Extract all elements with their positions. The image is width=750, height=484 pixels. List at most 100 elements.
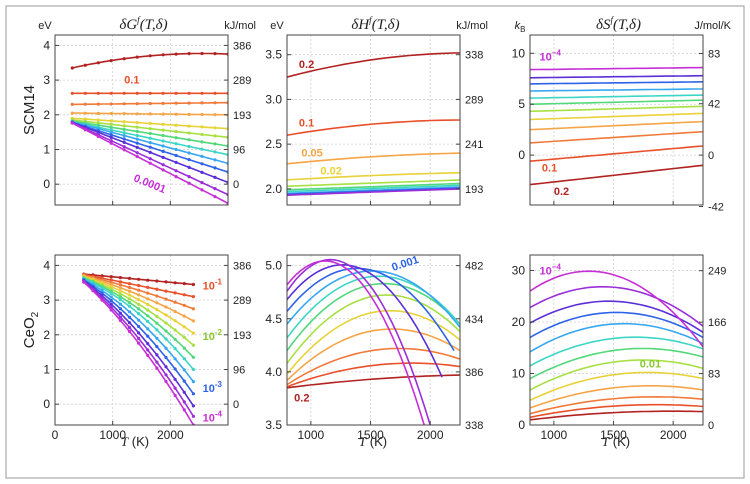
data-point xyxy=(200,51,204,56)
right-tick-label: 193 xyxy=(233,330,251,342)
curve-annotation: 0.1 xyxy=(124,75,139,87)
data-point xyxy=(70,91,74,95)
data-point xyxy=(161,112,165,116)
x-tick-label: 1000 xyxy=(541,428,568,442)
data-point xyxy=(137,341,141,345)
data-point xyxy=(213,91,217,95)
data-point xyxy=(146,291,150,295)
series-line-4 xyxy=(530,371,703,402)
data-point xyxy=(148,131,152,136)
data-point xyxy=(122,120,126,124)
data-point xyxy=(83,102,87,106)
data-point xyxy=(213,195,217,199)
series-line-5 xyxy=(530,359,703,391)
curve-annotation: 10−4 xyxy=(540,263,562,278)
data-point xyxy=(70,102,74,106)
panel-p2: 2.0 2.5 3.0 3.5 193 241 289 338 δHf(T,δ) eV kJ/mol… xyxy=(265,15,488,206)
data-point xyxy=(91,289,95,293)
data-point xyxy=(70,111,74,115)
x-tick-label: 1500 xyxy=(600,428,627,442)
data-point xyxy=(173,393,177,397)
right-tick-label: 0 xyxy=(233,179,239,191)
data-point xyxy=(109,141,113,145)
curve-annotation: 0.1 xyxy=(299,117,314,129)
data-point xyxy=(155,279,159,283)
data-point xyxy=(164,289,168,293)
data-point xyxy=(122,91,126,95)
data-point xyxy=(109,308,113,312)
series-line-5 xyxy=(530,105,703,113)
data-point xyxy=(100,291,104,295)
right-unit-label: kJ/mol xyxy=(224,20,256,32)
plot-area xyxy=(55,35,228,205)
data-point xyxy=(200,147,204,151)
data-point xyxy=(173,377,177,381)
right-tick-label: 83 xyxy=(708,369,720,381)
x-tick-label: 0 xyxy=(52,428,59,442)
data-point xyxy=(109,295,113,299)
left-unit-label: eV xyxy=(270,20,284,32)
data-point xyxy=(148,112,152,116)
y-tick-label: 4.0 xyxy=(265,365,282,379)
curve-annotation: 10-2 xyxy=(203,328,223,343)
data-point xyxy=(191,331,195,335)
data-point xyxy=(137,324,141,329)
data-point xyxy=(191,295,195,299)
data-point xyxy=(109,302,113,306)
right-tick-label: 83 xyxy=(708,49,720,61)
series-line-12 xyxy=(530,270,703,348)
data-point xyxy=(148,127,152,131)
data-point xyxy=(118,292,122,296)
curve-annotation: 0.02 xyxy=(320,166,341,178)
data-point xyxy=(187,101,191,105)
data-point xyxy=(135,141,139,145)
y-tick-label: 1 xyxy=(43,362,50,376)
series-line-10 xyxy=(287,263,443,378)
plot-frame xyxy=(286,254,461,426)
data-point xyxy=(109,280,113,284)
y-tick-label: 2 xyxy=(43,328,50,342)
data-point xyxy=(109,291,113,296)
curve-annotation: 0.05 xyxy=(301,148,322,160)
data-point xyxy=(191,414,195,418)
data-point xyxy=(109,285,113,289)
curve-annotation: 10-1 xyxy=(203,278,223,293)
data-point xyxy=(83,91,87,95)
left-unit-label: kB xyxy=(515,20,526,34)
data-point xyxy=(109,130,113,134)
y-tick-label: 2.0 xyxy=(265,182,282,196)
y-tick-label: 3.5 xyxy=(265,418,282,432)
data-point xyxy=(146,314,150,318)
data-point xyxy=(164,379,168,384)
data-point xyxy=(96,61,100,65)
x-axis-title-col3: T (K) xyxy=(602,434,630,449)
curve-annotation: 10-3 xyxy=(203,380,223,395)
data-point xyxy=(148,157,152,161)
data-point xyxy=(187,151,191,155)
data-point xyxy=(155,287,159,291)
x-tick-label: 2000 xyxy=(157,428,184,442)
data-point xyxy=(161,128,165,132)
series-line-3 xyxy=(287,172,460,181)
curve-annotation: 0.01 xyxy=(640,358,661,370)
data-point xyxy=(187,175,191,179)
panel-title: δHf(T,δ) xyxy=(351,15,399,33)
data-point xyxy=(109,299,113,303)
data-point xyxy=(187,112,191,116)
data-point xyxy=(187,138,191,142)
series-line-9 xyxy=(287,188,460,196)
data-point xyxy=(70,121,74,125)
x-axis-title-col1: T (K) xyxy=(121,434,149,449)
data-point xyxy=(127,282,132,286)
data-point xyxy=(182,282,186,286)
data-point xyxy=(213,113,217,117)
data-point xyxy=(127,329,132,334)
series-line-0 xyxy=(287,374,460,389)
data-point xyxy=(187,124,191,128)
y-tick-label: 3.0 xyxy=(265,92,282,106)
data-point xyxy=(200,91,204,95)
data-point xyxy=(135,151,139,155)
data-point xyxy=(148,121,152,126)
panel-p3: 0 5 10 -42 0 42 83 δSf(T,δ) kB J/mol/K 10−4 0.1 0.2 xyxy=(512,15,732,214)
